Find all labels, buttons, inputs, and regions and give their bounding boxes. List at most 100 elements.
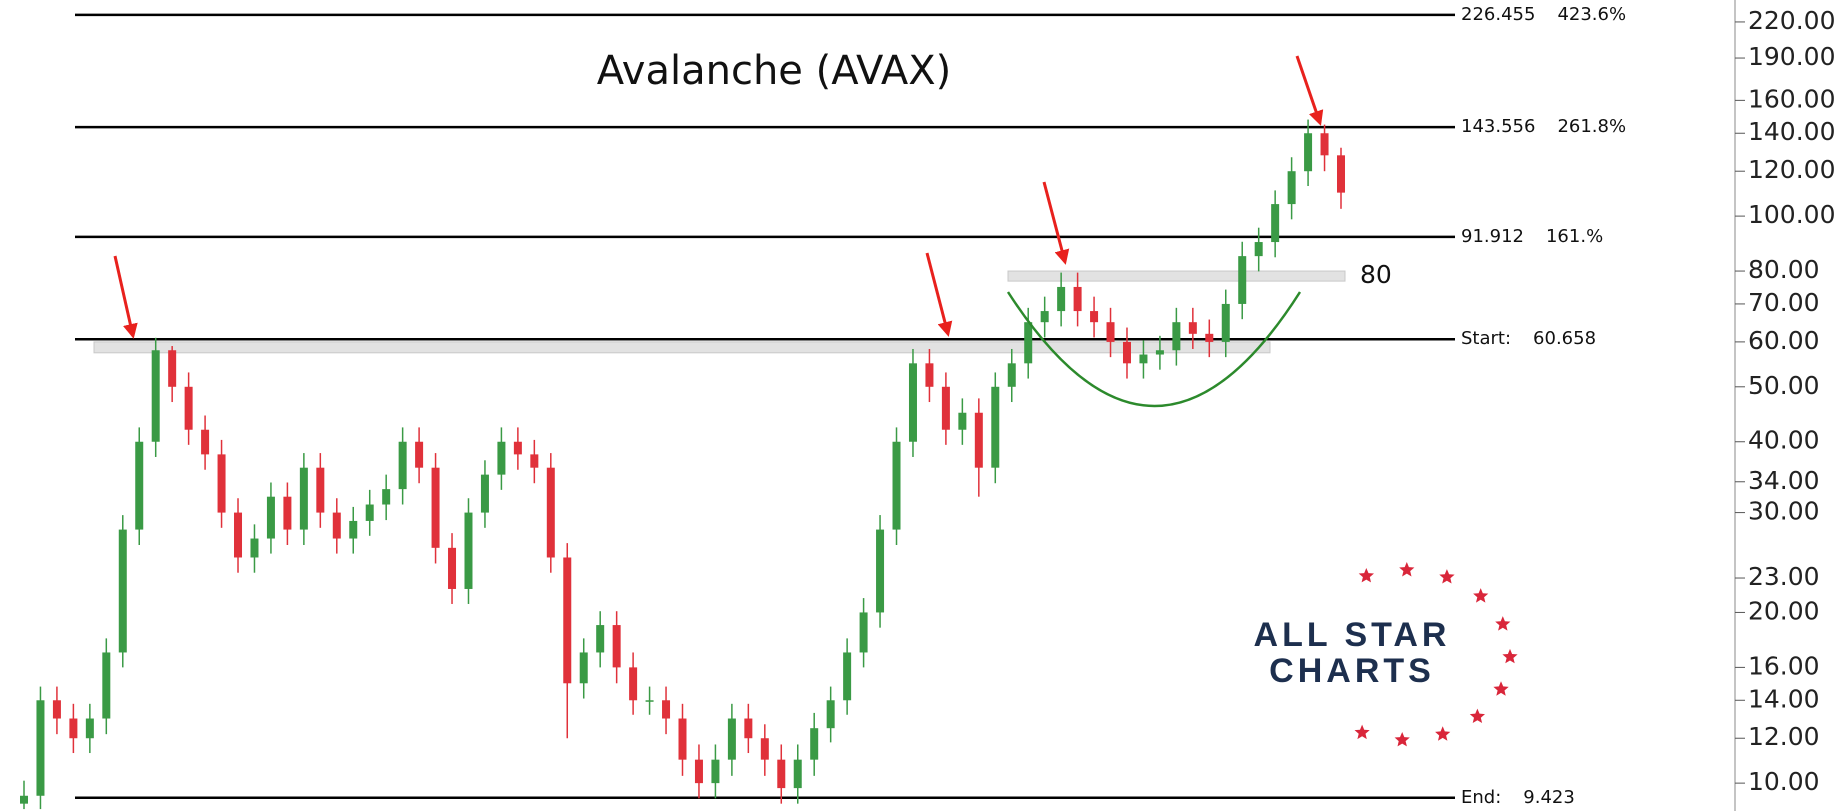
candle-body [316,467,325,513]
candle-body [415,441,424,468]
level-label: Start: 60.658 [1461,328,1596,349]
y-tick-label: 70.00 [1748,288,1820,317]
candle-body [777,759,786,789]
candle-body [612,625,621,668]
candle-body [480,474,489,513]
candle-body [629,667,638,701]
candle-body [36,700,45,796]
y-tick-label: 16.00 [1748,651,1820,680]
level-label: 60.658 [1533,328,1596,349]
candle-body [546,467,555,558]
candle-body [513,441,522,455]
y-tick-label: 20.00 [1748,596,1820,625]
candle-body [1337,155,1345,193]
candle-body [1254,242,1263,257]
candle-body [69,718,78,739]
zone-label: 80 [1360,260,1392,289]
candle-body [1007,363,1016,387]
logo-star [1394,732,1410,747]
logo-star [1502,648,1518,664]
candle-body [234,512,243,558]
candle-body [958,412,967,430]
y-tick-label: 23.00 [1748,562,1820,591]
level-label: 143.556 [1461,116,1535,137]
level-prefix: End: [1461,787,1501,808]
candle-body [925,363,934,387]
level-ratio: 261.8% [1557,116,1626,137]
candle-body [1024,322,1033,364]
candle-body [826,700,835,729]
candle-body [1106,322,1115,342]
candle-body [365,504,374,521]
candle-body [941,386,950,430]
candle-body [217,454,226,513]
y-tick-label: 80.00 [1748,255,1820,284]
candle-body [1073,286,1082,312]
logo-text: CHARTS [1269,652,1435,690]
candle-body [250,538,259,558]
candle-body [168,350,177,387]
y-tick-label: 160.00 [1748,84,1835,113]
arrow [1295,55,1324,126]
logo-star [1358,568,1374,583]
y-tick-label: 60.00 [1748,326,1820,355]
candle-body [810,728,819,760]
zone [93,341,1271,354]
candle-body [497,441,506,475]
candle-body [1090,311,1099,323]
candle-body [118,529,127,653]
candle-body [1287,171,1296,205]
candle-body [1172,322,1181,351]
candle-body [974,412,983,468]
level-label: 9.423 [1523,787,1575,808]
y-tick-label: 220.00 [1748,6,1835,35]
level-label: 226.455 423.6% [1461,4,1626,25]
zones: 80 [93,260,1392,354]
candle-body [563,557,572,684]
logo-star [1354,724,1370,740]
logo-star [1435,726,1451,741]
chart-title: Avalanche (AVAX) [597,48,951,94]
logo: ALL STAR CHARTS [1254,562,1518,747]
logo-star [1493,681,1509,696]
y-tick-label: 50.00 [1748,371,1820,400]
level-ratio: 423.6% [1557,4,1626,25]
y-tick-label: 14.00 [1748,684,1820,713]
candle-body [135,441,144,530]
candle-body [1057,286,1066,312]
level-label: 143.556 261.8% [1461,116,1626,137]
level-label: End: 9.423 [1461,787,1575,808]
candle-body [102,652,111,719]
candle-body [382,489,391,505]
candle-body [727,718,736,760]
y-axis: 220.00 190.00 160.00 140.00 120.00 100.00 80.0… [1735,6,1835,796]
y-tick-label: 30.00 [1748,497,1820,526]
candle-body [52,700,61,719]
level-prefix: Start: [1461,328,1511,349]
arrows [113,55,1324,339]
candle-body [711,759,720,784]
candle-body [645,700,654,702]
candle-body [530,454,539,468]
candle-body [1139,354,1148,364]
candles [20,119,1345,810]
candle-body [678,718,687,760]
candle-body [299,467,308,530]
candle-body [431,467,440,548]
candle-body [85,718,94,739]
logo-star [1399,562,1415,577]
y-tick-label: 140.00 [1748,117,1835,146]
candle-body [1238,256,1247,304]
y-tick-label: 10.00 [1748,767,1820,796]
candle-body [859,612,868,653]
candle-body [20,795,28,804]
candle-body [266,496,275,539]
candle-body [349,520,358,539]
candle-body [744,718,753,739]
candle-body [398,441,407,490]
candle-body [908,363,917,442]
candle-body [1122,341,1131,364]
candle-body [283,496,292,530]
arrow [925,252,953,337]
candle-body [991,386,1000,468]
